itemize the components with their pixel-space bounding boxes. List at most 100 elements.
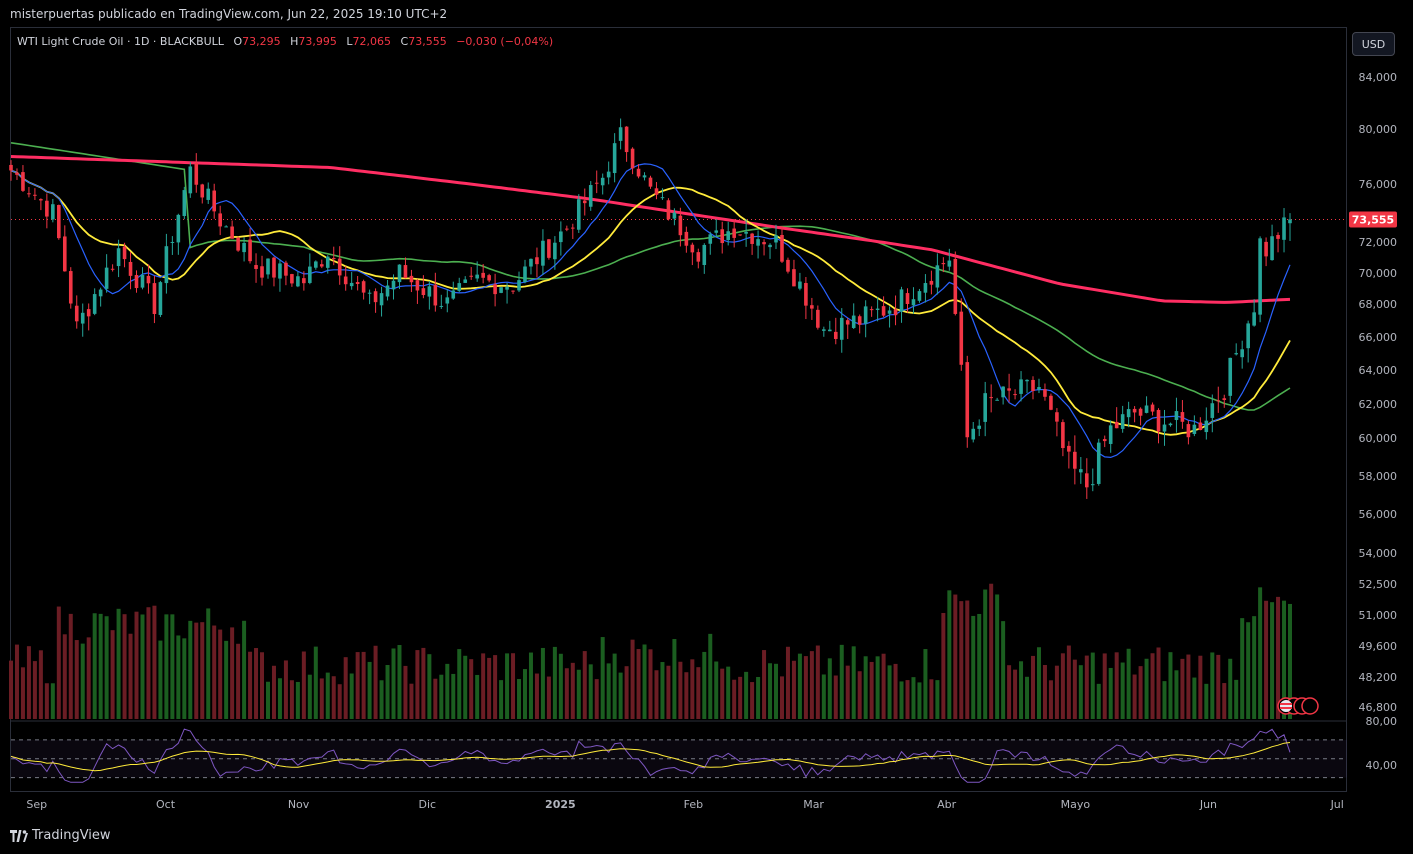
price-tick-label: 84,000 bbox=[1359, 71, 1398, 84]
volume-bar bbox=[636, 649, 641, 719]
candle-body bbox=[445, 297, 450, 304]
event-flag-icon bbox=[1301, 697, 1319, 715]
candle-body bbox=[1096, 442, 1101, 484]
volume-bar bbox=[839, 644, 844, 719]
candle-body bbox=[768, 244, 772, 248]
volume-bar bbox=[68, 613, 73, 719]
volume-bar bbox=[983, 589, 988, 719]
candle-body bbox=[1198, 422, 1203, 431]
candle-body bbox=[499, 287, 503, 293]
candle-body bbox=[977, 425, 982, 429]
volume-bar bbox=[594, 679, 599, 719]
volume-bar bbox=[1150, 653, 1155, 719]
candle-body bbox=[1025, 379, 1029, 382]
volume-bar bbox=[779, 676, 784, 719]
volume-bar bbox=[522, 669, 527, 719]
month-label: Mayo bbox=[1061, 798, 1091, 811]
candle-body bbox=[164, 246, 169, 284]
candle-body bbox=[284, 262, 288, 276]
candle-body bbox=[565, 228, 569, 230]
volume-bar bbox=[702, 651, 707, 719]
candle-body bbox=[571, 227, 575, 229]
close-key: C bbox=[400, 35, 409, 48]
volume-bar bbox=[212, 625, 217, 719]
volume-bar bbox=[570, 662, 575, 719]
candle-body bbox=[254, 265, 258, 269]
candle-body bbox=[529, 258, 533, 267]
volume-bar bbox=[624, 666, 629, 719]
volume-bar bbox=[1258, 587, 1263, 719]
volume-bar bbox=[1156, 647, 1161, 719]
volume-bar bbox=[738, 676, 743, 719]
candle-body bbox=[182, 190, 187, 217]
price-tick-label: 56,000 bbox=[1359, 508, 1398, 521]
volume-bar bbox=[768, 663, 773, 719]
candle-body bbox=[792, 269, 796, 287]
close-value: 73,555 bbox=[408, 35, 447, 48]
volume-bar bbox=[248, 651, 253, 719]
volume-bar bbox=[1090, 652, 1095, 719]
volume-bar bbox=[481, 653, 486, 719]
volume-bar bbox=[271, 665, 276, 719]
rsi-line bbox=[10, 728, 1291, 783]
candle-body bbox=[576, 199, 581, 230]
candle-body bbox=[1108, 425, 1113, 444]
candle-body bbox=[481, 272, 485, 278]
us-flag-icon bbox=[1280, 700, 1292, 712]
candle-body bbox=[1264, 241, 1268, 257]
volume-bar bbox=[218, 629, 223, 719]
candle-body bbox=[272, 257, 276, 278]
volume-bar bbox=[307, 674, 312, 719]
volume-bar bbox=[953, 594, 958, 719]
candle-body bbox=[804, 283, 808, 306]
volume-bar bbox=[391, 648, 396, 719]
candle-body bbox=[122, 246, 127, 260]
volume-bar bbox=[851, 646, 856, 719]
candle-body bbox=[170, 241, 175, 243]
volume-bar bbox=[325, 672, 330, 719]
volume-bar bbox=[379, 680, 384, 719]
event-flags bbox=[1277, 697, 1319, 715]
footer-brand: TradingView bbox=[32, 828, 111, 843]
month-label: Jun bbox=[1199, 798, 1217, 811]
candle-body bbox=[1007, 388, 1011, 391]
price-tick-label: 64,000 bbox=[1359, 364, 1398, 377]
volume-bar bbox=[1054, 665, 1059, 719]
volume-bar bbox=[959, 601, 964, 719]
volume-bar bbox=[558, 653, 563, 719]
month-label: Feb bbox=[684, 798, 703, 811]
candle-body bbox=[1090, 484, 1095, 486]
candle-body bbox=[523, 266, 527, 283]
candle-body bbox=[206, 188, 211, 200]
ma20-line bbox=[10, 169, 1291, 436]
volume-bar bbox=[995, 594, 1000, 719]
candle-body bbox=[266, 258, 270, 275]
volume-bar bbox=[1114, 652, 1119, 719]
candle-body bbox=[672, 212, 677, 219]
price-tick-label: 51,000 bbox=[1359, 609, 1398, 622]
rsi-tick-label: 80,00 bbox=[1366, 715, 1398, 728]
currency-button[interactable]: USD bbox=[1352, 32, 1395, 56]
candle-body bbox=[983, 393, 987, 422]
candle-body bbox=[833, 331, 838, 339]
volume-bar bbox=[1025, 676, 1030, 719]
volume-bar bbox=[1013, 669, 1018, 719]
volume-bar bbox=[200, 622, 205, 719]
candle-body bbox=[941, 263, 946, 265]
volume-bar bbox=[923, 649, 928, 719]
volume-bar bbox=[1216, 654, 1221, 719]
candle-body bbox=[51, 204, 55, 220]
candle-body bbox=[439, 305, 444, 307]
volume-bar bbox=[367, 661, 372, 719]
volume-bar bbox=[409, 683, 414, 719]
price-tick-label: 66,000 bbox=[1359, 331, 1398, 344]
volume-bar bbox=[104, 616, 109, 719]
candle-body bbox=[451, 290, 456, 299]
ma50-line bbox=[10, 142, 1291, 411]
candle-body bbox=[1001, 386, 1005, 398]
volume-bar bbox=[50, 683, 55, 719]
volume-bar bbox=[774, 663, 779, 719]
volume-bar bbox=[451, 673, 456, 719]
candle-body bbox=[642, 175, 647, 178]
